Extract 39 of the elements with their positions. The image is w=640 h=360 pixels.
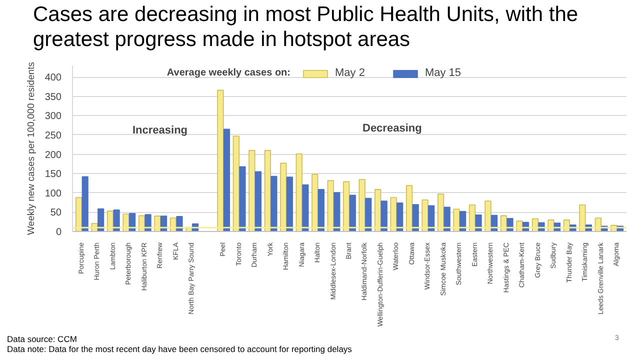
- bar: [318, 189, 324, 232]
- annotation: Increasing: [132, 124, 188, 136]
- bar: [144, 214, 152, 232]
- bar: [334, 192, 340, 232]
- bar: [270, 176, 278, 232]
- bar: [302, 184, 309, 232]
- y-tick-label: 100: [44, 188, 62, 200]
- legend-label: May 15: [424, 67, 462, 79]
- bar: [428, 205, 435, 232]
- legend-label: May 2: [335, 67, 365, 79]
- bar: [286, 176, 293, 232]
- y-axis-title: Weekly new cases per 100,000 residents: [26, 62, 37, 236]
- bar: [82, 176, 88, 232]
- y-tick-label: 250: [44, 130, 62, 142]
- y-tick-label: 300: [44, 111, 62, 122]
- chart-title: Cases are decreasing in most Public Health Units, with the greatest progress made in hotspot areas: [33, 2, 580, 52]
- bar: [396, 202, 404, 232]
- bar: [380, 200, 388, 232]
- bar: [412, 204, 419, 232]
- text: Data note: Data for the most recent day have been censored to account for reporting delays: [7, 344, 352, 354]
- legend-title: Average weekly cases on:: [166, 68, 291, 78]
- bar: [460, 211, 466, 232]
- y-tick-label: 400: [44, 72, 62, 84]
- y-tick-label: 50: [50, 208, 62, 219]
- bar: [239, 166, 246, 232]
- bar: [365, 198, 372, 232]
- bar: [223, 128, 230, 232]
- annotation: Decreasing: [362, 122, 422, 134]
- y-tick-label: 350: [44, 92, 62, 103]
- bar: [113, 209, 120, 232]
- y-tick-label: 0: [56, 227, 62, 238]
- y-tick-label: 150: [44, 169, 62, 180]
- y-tick-label: 200: [44, 150, 62, 161]
- bar: [254, 171, 262, 232]
- bar: [98, 208, 104, 232]
- bar: [349, 194, 356, 232]
- bar: [444, 206, 450, 232]
- source-note: Data source: CCM: [7, 334, 77, 344]
- bar: [176, 216, 183, 232]
